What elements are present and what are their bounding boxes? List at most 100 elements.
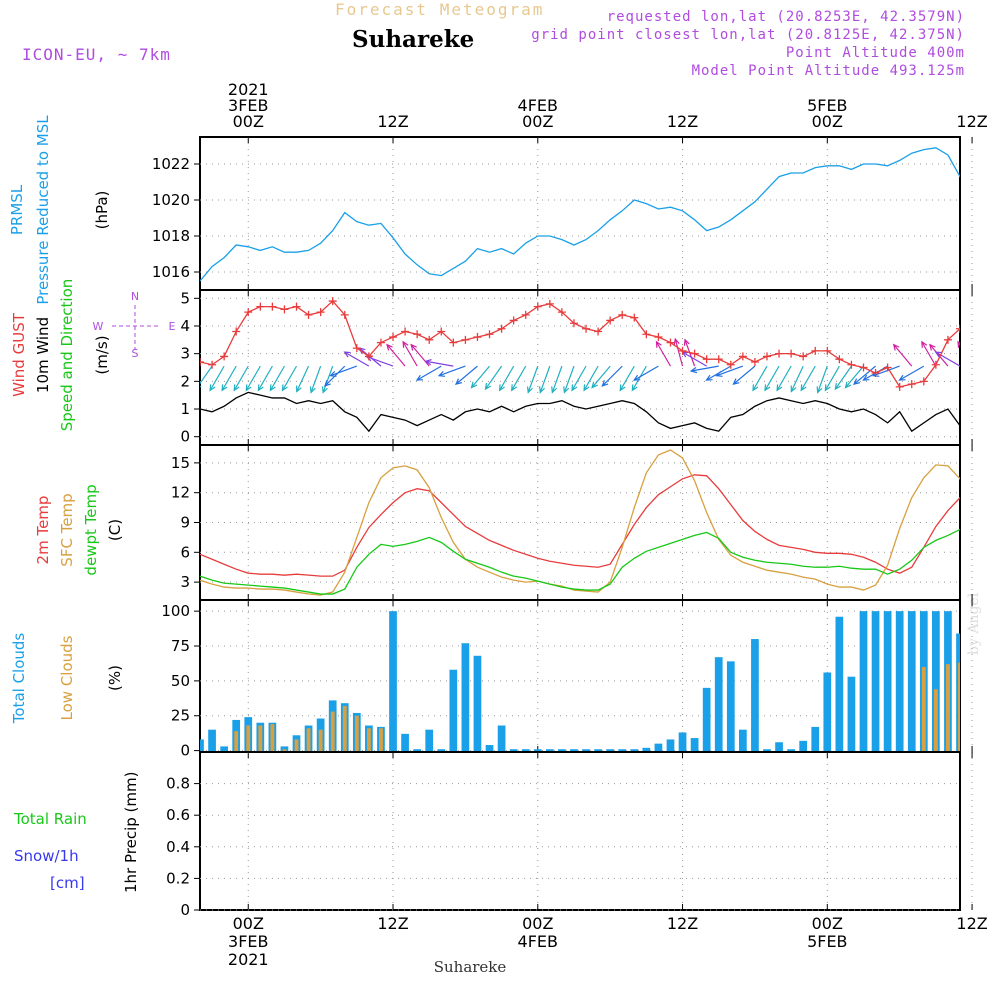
wind-gust-marker [364,352,373,361]
total-cloud-bar [630,749,639,751]
top-time-label: 00Z [233,112,264,131]
wind-direction-arrow [633,365,659,381]
wind-gust-marker [413,330,422,339]
wind-direction-arrow [935,351,960,367]
wind-direction-arrow [527,365,539,393]
wind-arrow-head [862,374,870,381]
wind-gust-marker [750,357,759,366]
wind-arrow-head [233,384,240,392]
total-cloud-bar [437,749,446,751]
compass-west: W [93,320,104,333]
wind-direction-arrow [619,365,635,391]
y-tick-label: 0.4 [166,838,190,856]
total-cloud-bar [932,611,940,751]
total-cloud-bar [883,611,892,751]
wind-arrow-head [343,351,351,358]
wind-gust-marker [569,319,578,328]
y-tick-label: 1018 [152,227,190,245]
wind-arrow-head [454,378,462,386]
series-line-prmsl [200,147,960,282]
top-time-label: 00Z [812,112,843,131]
model-point-altitude: Model Point Altitude 493.125m [691,63,965,79]
y-tick-label: 6 [180,543,190,561]
wind-arrow-head [776,384,783,392]
wind-arrow-head [844,381,852,389]
y-axis-label: Total Clouds [10,633,28,725]
wind-direction-arrow [978,345,996,366]
compass-south: S [132,347,139,360]
y-tick-label: 1022 [152,155,190,173]
wind-gust-marker [871,369,880,378]
total-cloud-bar [642,747,651,751]
low-cloud-bar [994,720,998,751]
y-axis-label: (hPa) [93,191,111,230]
wind-gust-marker [328,297,337,306]
total-cloud-bar [461,643,470,751]
y-tick-label: 5 [180,289,190,307]
y-axis-label: Low Clouds [58,635,76,720]
wind-arrow-head [800,384,807,392]
wind-arrow-head [816,386,823,394]
low-cloud-bar [958,662,960,751]
y-axis-label: 10m Wind [34,317,52,393]
wind-direction-arrow [455,365,478,385]
wind-direction-arrow [752,365,768,391]
wind-direction-arrow [716,365,744,377]
wind-gust-marker [847,360,856,369]
wind-direction-arrow [366,355,394,367]
wind-direction-arrow [330,365,358,377]
bottom-time-label: 4FEB [518,932,558,951]
total-cloud-bar [401,733,409,751]
wind-direction-arrow [359,347,382,367]
wind-arrow-head [415,374,424,381]
wind-arrow-head [402,340,409,348]
wind-direction-arrow [209,365,225,391]
wind-direction-arrow [824,365,840,391]
low-cloud-bar [270,724,275,751]
total-cloud-bar [497,725,506,751]
total-cloud-bar [208,729,216,751]
low-cloud-bar [258,725,263,751]
wind-arrow-head [484,383,492,391]
compass-east: E [169,320,176,333]
wind-gust-marker [533,302,542,311]
wind-direction-arrow [485,365,503,390]
wind-arrow-head [892,343,900,351]
total-cloud-bar [678,732,687,751]
total-cloud-bar [980,636,988,751]
total-cloud-bar [775,742,783,751]
wind-direction-arrow [386,344,406,367]
total-cloud-bar [895,611,904,751]
wind-gust-marker [340,310,349,319]
grid-point-location: grid point closest lon,lat (20.8125E, 42… [531,27,965,43]
wind-arrow-head [563,386,570,394]
total-cloud-bar [521,749,530,751]
wind-arrow-head [978,345,983,351]
wind-gust-marker [389,333,398,342]
wind-direction-arrow [471,365,490,388]
wind-gust-marker [883,363,892,372]
wind-direction-arrow [0,0,1000,366]
total-cloud-bar [823,672,832,751]
total-cloud-bar [485,745,494,751]
y-axis-label: SFC Temp [58,493,76,566]
wind-gust-marker [787,349,796,358]
series-line-sfc-temp [200,449,960,596]
wind-arrow-head [511,384,518,392]
y-tick-label: 9 [180,514,190,532]
wind-direction-arrow [563,365,575,393]
bottom-time-label: 3FEB [228,932,268,951]
total-cloud-bar [545,749,554,751]
wind-direction-arrow [281,365,298,391]
y-axis-label: PRMSL [8,184,26,235]
y-tick-label: 100 [161,602,190,620]
total-cloud-bar [702,687,711,751]
wind-arrow-head [323,380,331,387]
wind-direction-arrow [893,344,913,367]
wind-gust-marker [823,346,832,355]
wind-arrow-head [921,340,928,348]
y-tick-label: 0 [180,428,190,446]
wind-direction-arrow [601,365,623,387]
wind-gust-marker [244,308,253,317]
y-tick-label: 3 [180,345,190,363]
